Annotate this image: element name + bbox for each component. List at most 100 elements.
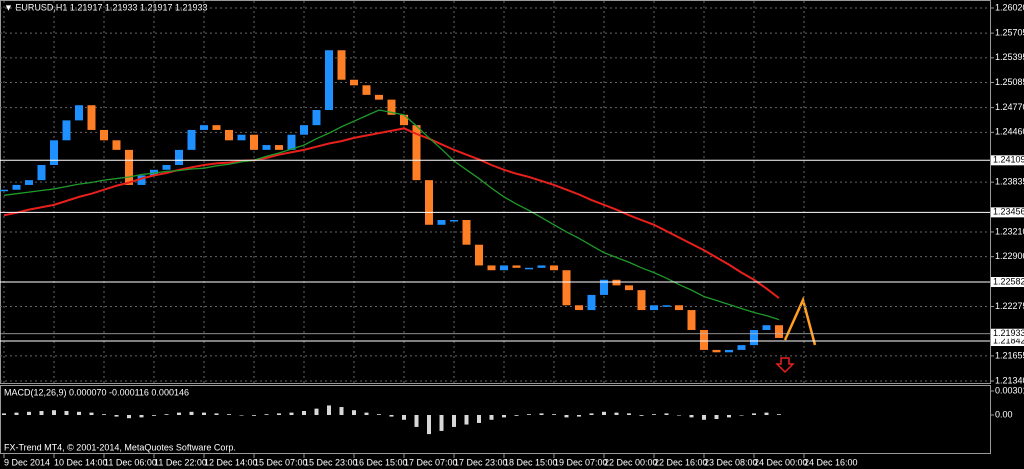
level-label: 1.22582 <box>993 276 1024 286</box>
price-label: 1.21933 <box>993 328 1024 338</box>
moving-average <box>3 127 780 299</box>
candle <box>137 175 146 185</box>
chart-title: ▼ EURUSD,H1 1.21917 1.21933 1.21917 1.21… <box>4 2 208 12</box>
x-tick-label: 15 Dec 23:00 <box>304 457 358 467</box>
x-tick-label: 18 Dec 15:00 <box>504 457 558 467</box>
x-tick-label: 10 Dec 14:00 <box>54 457 108 467</box>
macd-bar <box>77 411 81 415</box>
macd-bar <box>614 412 619 415</box>
macd-bar <box>664 413 669 415</box>
candle <box>662 305 671 307</box>
macd-bar <box>114 415 119 417</box>
candle <box>575 305 583 311</box>
candle <box>212 125 221 130</box>
candle <box>675 305 683 311</box>
y-tick-label: 1.25085 <box>995 77 1024 87</box>
macd-bar <box>214 413 219 415</box>
candle <box>500 265 508 271</box>
macd-bar <box>364 412 369 415</box>
macd-bar <box>677 415 681 416</box>
x-tick-label: 11 Dec 22:00 <box>154 457 207 467</box>
candle <box>537 265 546 268</box>
candle <box>12 184 21 190</box>
x-tick-label: 12 Dec 14:00 <box>204 457 258 467</box>
y-tick-label: 1.25395 <box>995 52 1024 62</box>
macd-bar <box>477 415 481 423</box>
candle <box>325 50 333 111</box>
x-tick-label: 24 Dec 00:00 <box>754 457 808 467</box>
macd-bar <box>252 415 256 416</box>
macd-bar <box>627 413 631 415</box>
macd-bar <box>352 410 356 415</box>
x-tick-label: 23 Dec 08:00 <box>704 457 758 467</box>
candle <box>75 105 83 121</box>
macd-frame <box>0 385 991 454</box>
candle <box>187 129 196 150</box>
candle <box>550 265 558 271</box>
main-frame <box>0 0 991 384</box>
macd-bar <box>239 415 244 416</box>
macd-bar <box>427 415 431 435</box>
level-box <box>991 277 1024 288</box>
candle <box>162 165 171 170</box>
macd-bar <box>402 415 406 420</box>
y-tick-label: 1.25705 <box>995 27 1024 37</box>
macd-bar <box>289 412 294 415</box>
x-tick-label: 17 Dec 23:00 <box>454 457 508 467</box>
candle <box>600 279 608 295</box>
candle <box>712 349 721 353</box>
macd-bar <box>14 412 19 415</box>
macd-bar <box>552 414 556 415</box>
candle <box>362 85 371 95</box>
macd-bar <box>439 415 444 431</box>
macd-bar <box>414 415 419 427</box>
macd-bar <box>89 412 94 415</box>
candle <box>287 134 296 150</box>
candle <box>775 325 783 338</box>
level-label: 1.21842 <box>993 335 1024 345</box>
candle <box>625 285 633 291</box>
y-tick-label: 1.24770 <box>995 102 1024 112</box>
macd-bar <box>152 415 156 416</box>
footer: FX-Trend MT4, © 2001-2014, MetaQuotes So… <box>4 442 236 452</box>
macd-bar <box>714 415 719 419</box>
macd-bar <box>539 413 544 415</box>
candle <box>612 279 621 286</box>
x-tick-label: 22 Dec 00:00 <box>604 457 658 467</box>
candle <box>450 220 458 222</box>
candle <box>300 125 308 135</box>
candle <box>262 145 271 150</box>
macd-bar <box>702 415 706 420</box>
macd-bar <box>527 414 531 415</box>
macd-bar <box>502 415 506 418</box>
candle <box>225 129 233 141</box>
macd-bar <box>102 414 106 415</box>
moving-average <box>3 109 780 321</box>
projection <box>783 296 817 346</box>
level-label: 1.23456 <box>993 207 1024 217</box>
y-tick-label: 1.24460 <box>995 127 1024 137</box>
level-label: 1.24109 <box>993 155 1024 165</box>
candle <box>650 305 658 311</box>
candle <box>437 220 446 225</box>
candle <box>100 129 108 141</box>
y-tick-label: 1.23210 <box>995 226 1024 236</box>
candle <box>250 134 258 150</box>
candle <box>700 329 708 350</box>
candle <box>387 99 396 115</box>
macd-bar <box>764 412 769 415</box>
level-box <box>991 335 1024 346</box>
y-tick-label: 1.23835 <box>995 177 1024 187</box>
y-tick-label: 0.00 <box>995 409 1013 419</box>
macd-bar <box>52 410 56 415</box>
macd-bar <box>327 405 331 415</box>
x-tick-label: 22 Dec 16:00 <box>654 457 708 467</box>
candle <box>525 267 533 270</box>
macd-bar <box>739 415 744 416</box>
candle <box>375 94 383 100</box>
macd-bar <box>189 411 194 415</box>
candle <box>462 220 471 245</box>
candle <box>750 329 758 346</box>
macd-bar <box>227 414 231 415</box>
